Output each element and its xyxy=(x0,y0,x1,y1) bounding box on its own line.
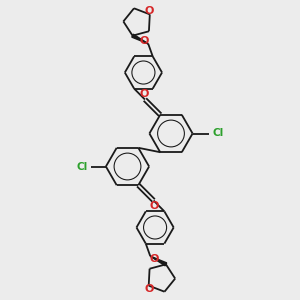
Text: O: O xyxy=(144,284,154,294)
Text: O: O xyxy=(140,36,149,46)
Text: Cl: Cl xyxy=(77,161,88,172)
Polygon shape xyxy=(150,256,167,266)
Text: O: O xyxy=(149,202,159,212)
Text: O: O xyxy=(140,88,149,98)
Text: O: O xyxy=(149,254,159,264)
Text: O: O xyxy=(145,6,154,16)
Polygon shape xyxy=(132,34,148,44)
Text: Cl: Cl xyxy=(212,128,223,139)
